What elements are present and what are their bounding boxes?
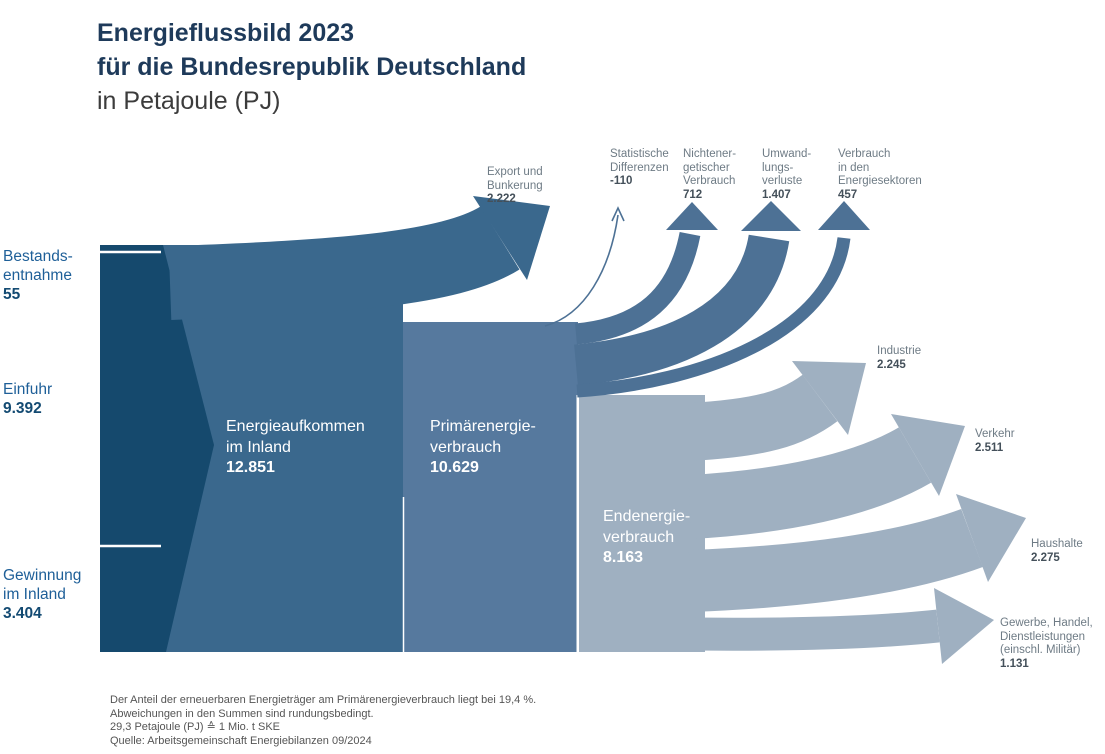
flow-1407-band xyxy=(574,233,790,386)
value-energieaufkommen: 12.851 xyxy=(226,459,275,476)
flow-industrie xyxy=(688,361,866,461)
title-line2: für die Bundesrepublik Deutschland xyxy=(97,53,527,81)
value-haushalte: 2.275 xyxy=(1031,551,1060,564)
flow-statistische-differenzen xyxy=(544,206,625,327)
flow-export-arrowhead xyxy=(473,196,550,280)
flow-verkehr-arrowhead xyxy=(891,414,965,496)
footnote-line: Abweichungen in den Summen sind rundungs… xyxy=(110,707,374,720)
page-title: Energieflussbild 2023 für die Bundesrepu… xyxy=(97,16,526,118)
flow-gewerbe-band xyxy=(689,609,940,651)
label-nichtenergetischer-verbrauch: Nichtener- getischer Verbrauch 712 xyxy=(683,148,737,201)
flow-verbrauch-energiesektoren xyxy=(576,201,870,398)
flow-industrie-arrowhead xyxy=(792,361,866,435)
flow-1407-arrowhead xyxy=(741,201,801,231)
value-primaerenergieverbrauch: 10.629 xyxy=(430,459,479,476)
footnote-line: Der Anteil der erneuerbaren Energieträge… xyxy=(110,694,537,706)
value-einfuhr: 9.392 xyxy=(3,400,42,417)
footnotes: Der Anteil der erneuerbaren Energieträge… xyxy=(110,694,536,748)
value-verbrauch-energiesektoren: 457 xyxy=(838,188,858,201)
value-industrie: 2.245 xyxy=(877,358,906,371)
label-gewerbe: Gewerbe, Handel, Dienstleistungen (einsc… xyxy=(1000,617,1093,670)
footnote-line: 29,3 Petajoule (PJ) ≙ 1 Mio. t SKE xyxy=(110,721,281,733)
flow-industrie-band xyxy=(688,374,838,461)
title-line1: Energieflussbild 2023 xyxy=(97,19,355,47)
flow-statdiff-line xyxy=(544,214,619,327)
label-energieaufkommen: Energieaufkommen im Inland 12.851 xyxy=(226,417,365,479)
value-umwandlungsverluste: 1.407 xyxy=(762,188,791,201)
value-nichtenergetischer-verbrauch: 712 xyxy=(683,188,703,201)
label-verbrauch-energiesektoren: Verbrauch in den Energiesektoren 457 xyxy=(838,148,922,201)
value-bestandsentnahme: 55 xyxy=(3,286,21,303)
value-gewinnung: 3.404 xyxy=(3,605,42,622)
node-endenergieverbrauch xyxy=(576,395,705,652)
flow-verkehr-band xyxy=(688,427,932,539)
flow-712-band xyxy=(574,231,701,345)
flow-export-band xyxy=(168,205,520,320)
value-gewerbe: 1.131 xyxy=(1000,657,1029,670)
flow-712-arrowhead xyxy=(666,202,718,230)
block-primaerenergie xyxy=(403,322,578,652)
flow-export-bunkerung xyxy=(168,196,550,320)
flow-statdiff-arrowhead xyxy=(611,206,625,222)
label-bestandsentnahme: Bestands- entnahme 55 xyxy=(3,248,73,303)
flow-gewerbe-arrowhead xyxy=(934,588,994,664)
value-export-bunkerung: 2.222 xyxy=(487,193,516,205)
label-statistische-differenzen: Statistische Differenzen -110 xyxy=(610,148,669,187)
label-primaerenergieverbrauch: Primärenergie- verbrauch 10.629 xyxy=(430,417,536,479)
flow-haushalte xyxy=(688,494,1026,612)
block-endenergie xyxy=(579,395,705,652)
label-industrie: Industrie 2.245 xyxy=(877,345,922,371)
node-primaerenergieverbrauch xyxy=(402,322,578,652)
label-haushalte: Haushalte 2.275 xyxy=(1031,538,1083,564)
flow-457-band xyxy=(576,237,851,398)
value-verkehr: 2.511 xyxy=(975,441,1004,454)
flow-umwandlungsverluste xyxy=(574,201,801,386)
value-statistische-differenzen: -110 xyxy=(610,175,633,187)
label-gewinnung: Gewinnung im Inland 3.404 xyxy=(3,567,82,622)
flow-verkehr xyxy=(688,414,965,539)
label-export-bunkerung: Export und Bunkerung 2.222 xyxy=(487,166,543,205)
flow-gewerbe xyxy=(689,588,994,664)
inflow-funnel xyxy=(100,245,214,652)
value-endenergieverbrauch: 8.163 xyxy=(603,549,644,566)
flow-nichtenergetischer-verbrauch xyxy=(574,202,718,345)
label-einfuhr: Einfuhr 9.392 xyxy=(3,381,53,417)
label-verkehr: Verkehr 2.511 xyxy=(975,428,1015,454)
title-unit: in Petajoule (PJ) xyxy=(97,87,281,115)
flow-haushalte-arrowhead xyxy=(956,494,1026,582)
label-endenergieverbrauch: Endenergie- verbrauch 8.163 xyxy=(603,507,690,569)
flow-haushalte-band xyxy=(688,508,983,612)
footnote-line: Quelle: Arbeitsgemeinschaft Energiebilan… xyxy=(110,734,372,747)
flow-457-arrowhead xyxy=(818,201,870,230)
label-umwandlungsverluste: Umwand- lungs- verluste 1.407 xyxy=(762,148,812,201)
